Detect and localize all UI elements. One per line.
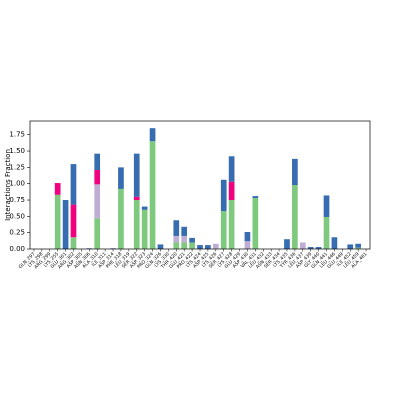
bar-segment — [252, 196, 259, 199]
bar-segment — [284, 239, 290, 249]
bar-segment — [323, 195, 330, 217]
bar-segment — [189, 242, 195, 249]
bar-segment — [292, 185, 298, 249]
bar-segment — [228, 156, 235, 182]
bar-segment — [228, 200, 235, 249]
bar-segment — [323, 217, 330, 249]
y-tick-label: 1.00 — [9, 180, 25, 188]
bar-segment — [220, 179, 227, 212]
bar-segment — [181, 235, 188, 243]
bar-segment — [118, 167, 124, 189]
bar-segment — [244, 232, 251, 242]
bar-segment — [355, 243, 361, 248]
bar-segment — [133, 153, 140, 197]
bar-segment — [54, 194, 61, 249]
bar-segment — [347, 244, 354, 249]
bar-segment — [173, 235, 180, 243]
bar-segment — [133, 200, 140, 249]
y-tick-label: 1.25 — [9, 163, 25, 171]
y-tick-label: 1.75 — [9, 131, 25, 139]
bar-segment — [299, 242, 306, 249]
y-tick-label: 0.00 — [9, 245, 25, 253]
bar-segment — [149, 141, 156, 249]
bar-segment — [292, 158, 298, 185]
bar-segment — [94, 184, 101, 219]
bar-segment — [70, 204, 77, 238]
bar-segment — [212, 243, 219, 249]
bar-segment — [133, 196, 140, 201]
bar-segment — [252, 198, 259, 249]
bar-segment — [244, 241, 251, 249]
bar-segment — [315, 247, 322, 249]
bar-segment — [157, 244, 164, 249]
bar-segment — [331, 237, 338, 249]
y-tick-label: 1.50 — [9, 147, 25, 155]
bar-segment — [141, 206, 148, 210]
bar-segment — [181, 226, 188, 236]
bar-segment — [62, 200, 69, 249]
bar-segment — [220, 211, 227, 249]
bar-segment — [228, 181, 235, 201]
bar-segment — [118, 188, 124, 249]
bar-segment — [94, 169, 101, 185]
bar-segment — [94, 218, 101, 249]
bar-segment — [181, 242, 188, 249]
bar-segment — [94, 153, 101, 170]
bar-segment — [54, 183, 61, 195]
bar-segment — [355, 247, 361, 249]
plot-frame — [29, 120, 371, 250]
bar-segment — [70, 237, 77, 249]
bar-segment — [197, 245, 203, 249]
y-tick-label: 0.50 — [9, 212, 25, 220]
y-axis-label: Interactions Fraction — [4, 149, 12, 221]
bar-segment — [70, 164, 77, 205]
bar-segment — [173, 220, 180, 236]
bar-segment — [149, 128, 156, 142]
y-tick-label: 0.75 — [9, 196, 25, 204]
bar-segment — [189, 237, 195, 243]
bar-segment — [307, 247, 314, 249]
bar-segment — [173, 242, 180, 249]
y-tick-label: 0.25 — [9, 229, 25, 237]
bar-segment — [205, 245, 211, 249]
bar-segment — [141, 209, 148, 249]
